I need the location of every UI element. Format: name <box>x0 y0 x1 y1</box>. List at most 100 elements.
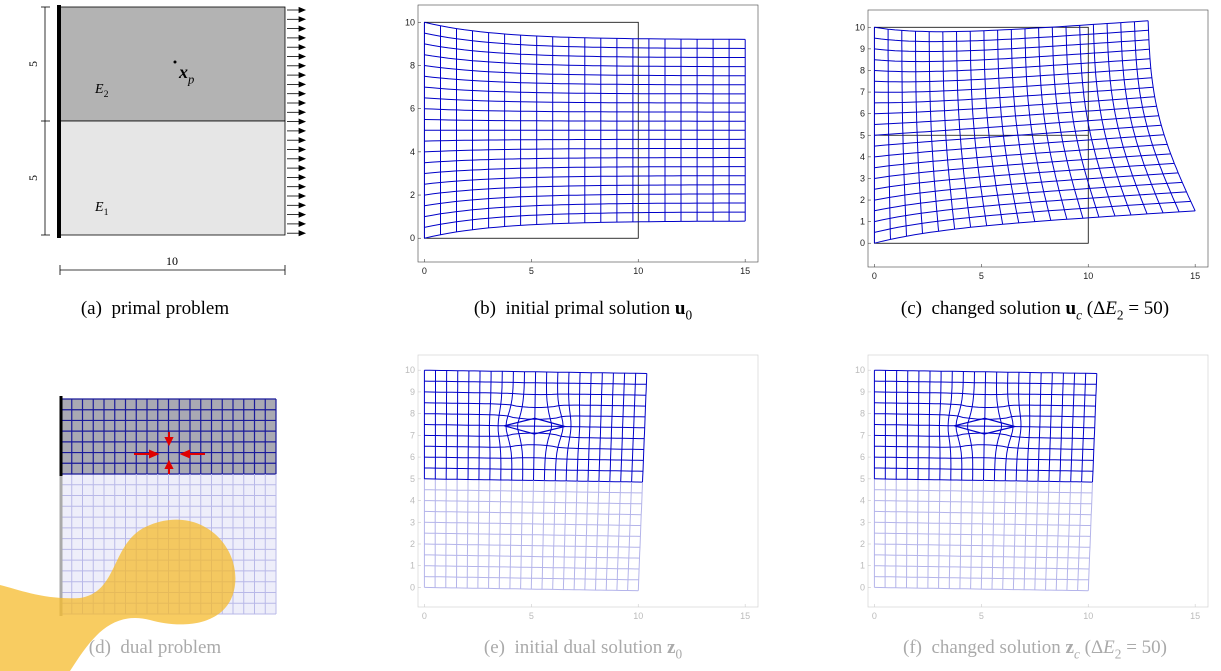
caption: (f) changed solution zc (ΔE2 = 50) <box>903 637 1167 662</box>
y-tick-label: 1 <box>860 217 865 227</box>
caption: (a) primal problem <box>81 298 229 319</box>
arrowhead <box>299 119 305 124</box>
arrowhead <box>299 91 305 96</box>
y-tick-label: 1 <box>860 561 865 571</box>
arrowhead <box>299 54 305 59</box>
caption: (c) changed solution uc (ΔE2 = 50) <box>901 298 1169 323</box>
text-segment: E <box>94 82 104 97</box>
y-tick-label: 4 <box>410 496 415 506</box>
text-segment: u <box>1066 298 1077 319</box>
y-tick-label: 5 <box>860 474 865 484</box>
arrowhead <box>299 184 305 189</box>
body: 5 5 10 051015024681005101501234567891005… <box>0 0 1221 671</box>
y-tick-label: 6 <box>410 104 415 114</box>
y-tick-label: 6 <box>860 109 865 119</box>
arrowhead <box>299 35 305 40</box>
arrowhead <box>299 203 305 208</box>
x-tick-label: 15 <box>740 611 750 621</box>
text-segment: (c) changed solution <box>901 298 1066 319</box>
x-tick-label: 5 <box>979 611 984 621</box>
y-tick-label: 10 <box>405 17 415 27</box>
text-segment: 2 <box>104 89 109 100</box>
plot: 051015012345678910 <box>855 10 1208 281</box>
arrowhead <box>299 45 305 50</box>
x-tick-label: 10 <box>633 611 643 621</box>
caption: (e) initial dual solution z0 <box>484 637 683 662</box>
text-segment: (a) primal problem <box>81 298 229 319</box>
x-tick-label: 15 <box>1190 611 1200 621</box>
x-tick-label: 10 <box>1083 611 1093 621</box>
x-tick-label: 0 <box>422 266 427 276</box>
arrowhead <box>299 166 305 171</box>
text-segment: 0 <box>685 308 692 323</box>
y-tick-label: 2 <box>860 195 865 205</box>
text-segment: x <box>178 62 188 82</box>
text-segment: (f) changed solution <box>903 637 1066 658</box>
y-tick-label: 9 <box>860 44 865 54</box>
x-tick-label: 5 <box>529 266 534 276</box>
text-segment: 0 <box>675 647 682 662</box>
y-tick-label: 4 <box>860 496 865 506</box>
text-segment: (Δ <box>1080 637 1103 658</box>
dimension-label: 10 <box>166 254 178 268</box>
panel-d-drawing <box>0 396 276 671</box>
caption: (d) dual problem <box>89 637 222 658</box>
lower-region <box>60 121 285 235</box>
y-tick-label: 0 <box>860 582 865 592</box>
y-tick-label: 8 <box>410 60 415 70</box>
arrowhead <box>299 156 305 161</box>
y-tick-label: 2 <box>410 539 415 549</box>
y-tick-label: 8 <box>860 409 865 419</box>
arrowhead <box>299 82 305 87</box>
arrowhead <box>299 147 305 152</box>
x-tick-label: 5 <box>979 271 984 281</box>
x-tick-label: 10 <box>1083 271 1093 281</box>
text-segment: E <box>94 200 104 215</box>
y-tick-label: 2 <box>410 190 415 200</box>
text-segment: u <box>675 298 686 319</box>
y-tick-label: 1 <box>410 561 415 571</box>
panel-a-drawing: 5 5 10 <box>26 5 305 275</box>
arrowhead <box>299 175 305 180</box>
text-segment: 1 <box>104 207 109 218</box>
dimension-label: 5 <box>26 175 40 181</box>
text-segment: E <box>1102 637 1115 658</box>
y-tick-label: 10 <box>855 22 865 32</box>
x-tick-label: 15 <box>1190 271 1200 281</box>
x-tick-label: 10 <box>633 266 643 276</box>
text-segment: 2 <box>1117 308 1124 323</box>
dimension-label: 5 <box>26 61 40 67</box>
point-marker <box>174 61 177 64</box>
y-tick-label: 3 <box>860 173 865 183</box>
text-segment: (d) dual problem <box>89 637 222 658</box>
y-tick-label: 10 <box>405 365 415 375</box>
text-segment: 2 <box>1115 647 1122 662</box>
x-tick-label: 15 <box>740 266 750 276</box>
arrowhead <box>299 110 305 115</box>
y-tick-label: 7 <box>860 430 865 440</box>
mesh-line <box>478 480 479 589</box>
y-tick-label: 3 <box>860 517 865 527</box>
text-segment: = 50) <box>1124 298 1170 319</box>
y-tick-label: 5 <box>410 474 415 484</box>
text-segment: (Δ <box>1082 298 1105 319</box>
y-tick-label: 9 <box>860 387 865 397</box>
y-tick-label: 7 <box>860 87 865 97</box>
caption: (b) initial primal solution u0 <box>474 298 693 323</box>
arrowhead <box>299 63 305 68</box>
arrowhead <box>299 8 305 13</box>
text-segment: = 50) <box>1121 637 1167 658</box>
x-tick-label: 0 <box>872 271 877 281</box>
arrowhead <box>299 128 305 133</box>
arrowhead <box>299 221 305 226</box>
mesh-line <box>928 480 929 589</box>
traction-arrows <box>287 8 305 236</box>
plot: 0510150246810 <box>405 5 758 276</box>
text-segment: p <box>187 72 194 86</box>
x-tick-label: 0 <box>422 611 427 621</box>
y-tick-label: 0 <box>860 238 865 248</box>
y-tick-label: 10 <box>855 365 865 375</box>
y-tick-label: 4 <box>410 147 415 157</box>
arrowhead <box>299 26 305 31</box>
arrowhead <box>299 73 305 78</box>
